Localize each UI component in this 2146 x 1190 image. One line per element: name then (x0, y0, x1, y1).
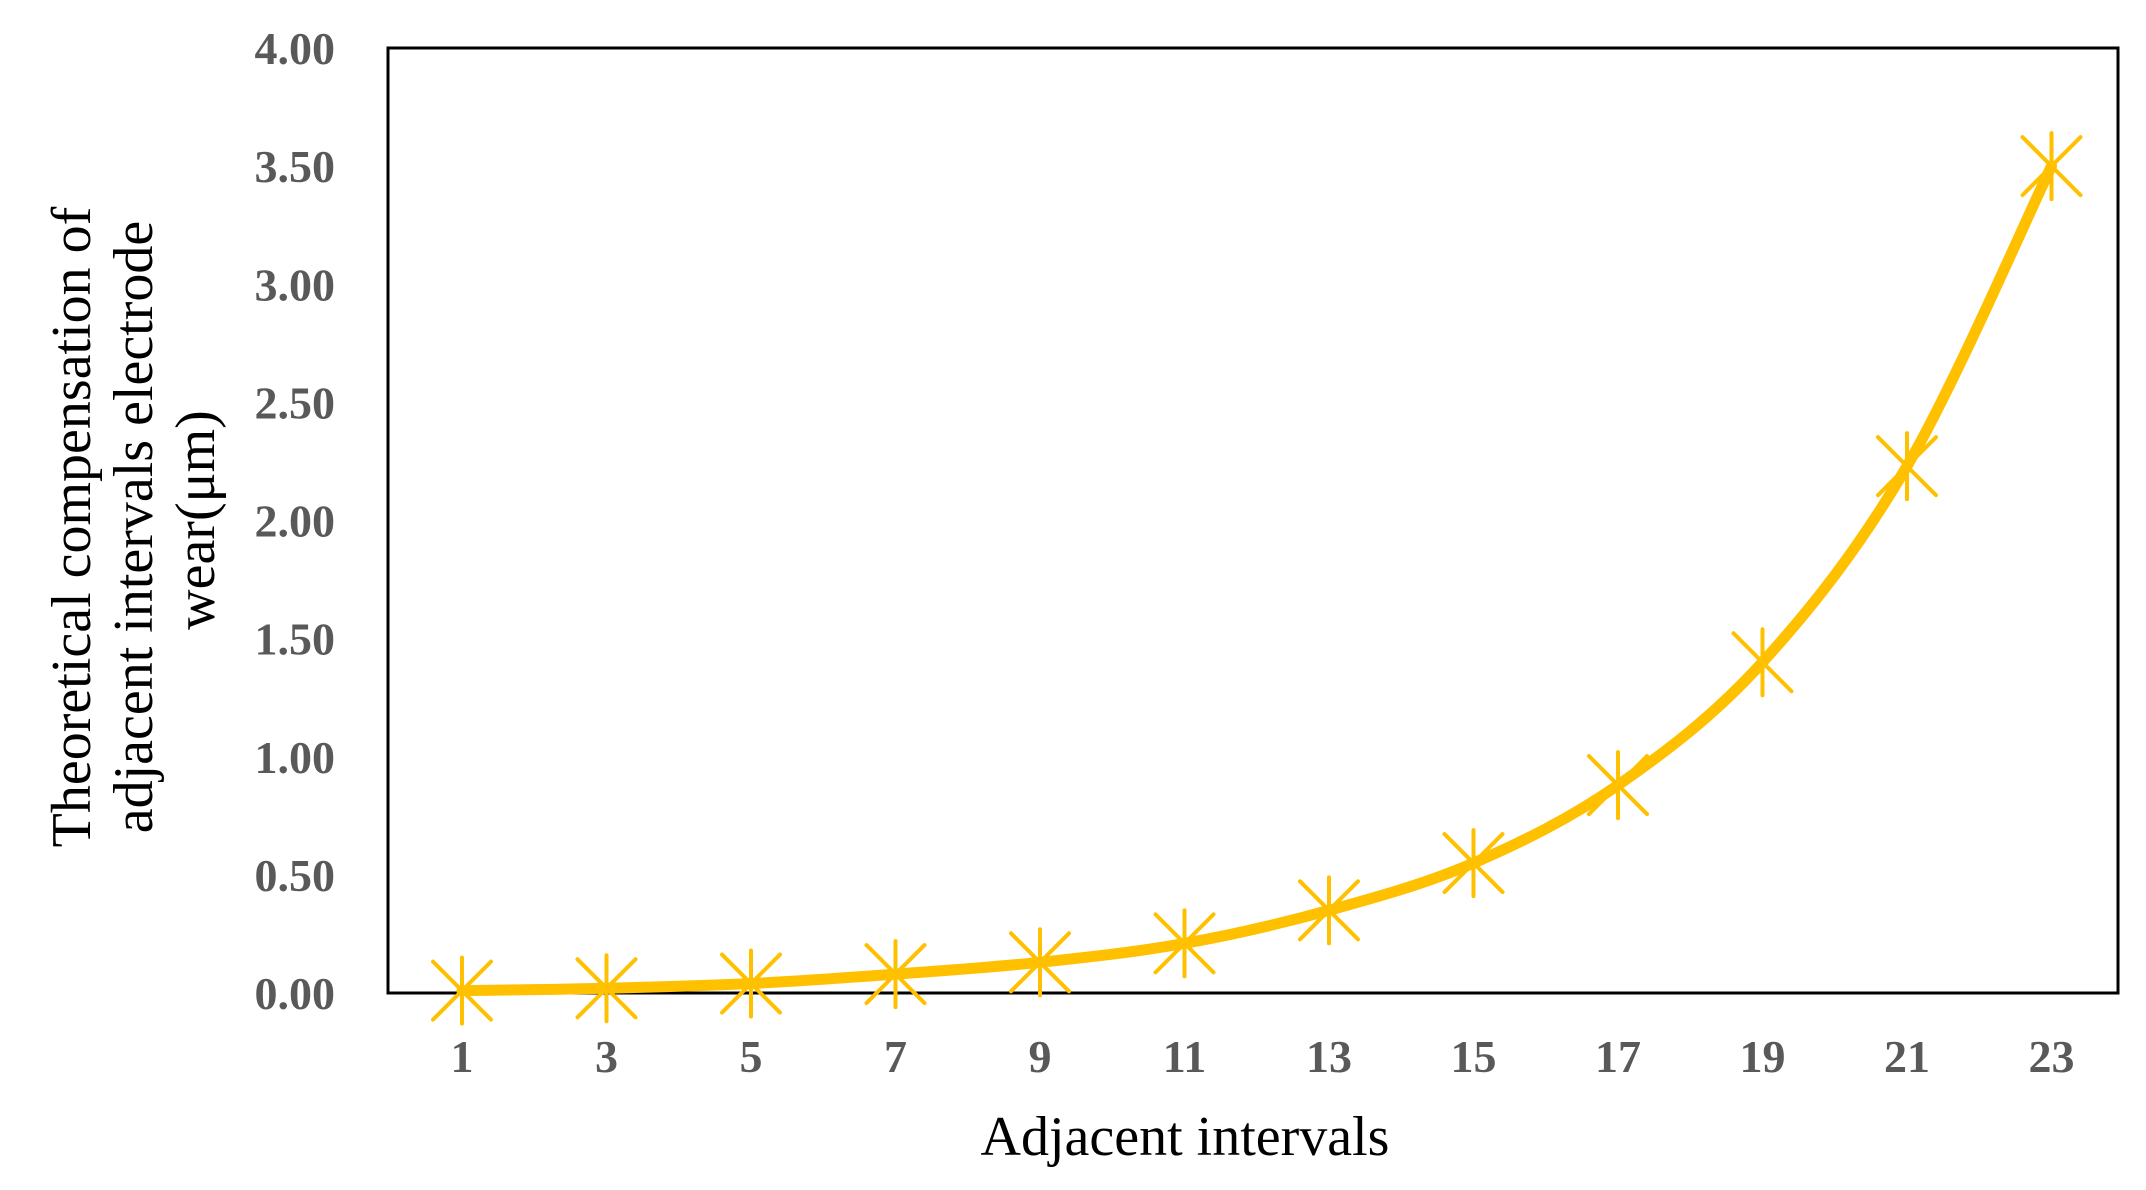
x-axis-title: Adjacent intervals (981, 1106, 1390, 1168)
data-point-marker (1009, 927, 1071, 998)
y-axis-title-line-3: wear(μm) (165, 410, 227, 630)
series-markers (431, 131, 2083, 1026)
x-tick-label: 9 (1029, 1031, 1052, 1082)
data-point-marker (1731, 627, 1794, 698)
data-point-marker (575, 953, 638, 1024)
y-axis-title-line-1: Theoretical compensation of (41, 206, 103, 847)
data-point-marker (1153, 908, 1216, 979)
data-point-marker (720, 948, 782, 1019)
y-tick-label: 0.00 (255, 968, 336, 1019)
x-axis-tick-labels: 1 3 5 7 9 11 13 15 17 19 21 23 (451, 1031, 2075, 1082)
y-tick-label: 1.50 (255, 614, 336, 665)
x-tick-label: 3 (595, 1031, 618, 1082)
data-point-marker (1876, 431, 1938, 502)
x-tick-label: 7 (884, 1031, 907, 1082)
x-tick-label: 21 (1884, 1031, 1930, 1082)
x-tick-label: 23 (2029, 1031, 2075, 1082)
y-tick-label: 4.00 (255, 23, 336, 74)
y-tick-label: 3.00 (255, 259, 336, 310)
x-tick-label: 11 (1163, 1031, 1206, 1082)
y-tick-label: 2.00 (255, 496, 336, 547)
y-axis-tick-labels: 0.00 0.50 1.00 1.50 2.00 2.50 3.00 3.50 4.00 (255, 23, 336, 1019)
y-tick-label: 3.50 (255, 141, 336, 192)
data-point-marker (2020, 131, 2083, 202)
x-tick-label: 1 (451, 1031, 474, 1082)
y-tick-label: 1.00 (255, 732, 336, 783)
data-point-marker (864, 939, 927, 1010)
y-tick-label: 0.50 (255, 850, 336, 901)
y-axis-title: Theoretical compensation of adjacent int… (41, 193, 227, 848)
x-tick-label: 17 (1595, 1031, 1641, 1082)
plot-area-frame (386, 46, 2120, 995)
x-tick-label: 5 (740, 1031, 763, 1082)
data-point-marker (1442, 828, 1505, 899)
data-point-marker (1298, 875, 1360, 946)
data-point-marker (1587, 750, 1649, 821)
x-tick-label: 15 (1451, 1031, 1497, 1082)
y-tick-label: 2.50 (255, 377, 336, 428)
x-tick-label: 19 (1740, 1031, 1786, 1082)
data-point-marker (431, 955, 493, 1026)
y-axis-title-line-2: adjacent intervals electrode (103, 221, 165, 834)
x-tick-label: 13 (1306, 1031, 1352, 1082)
